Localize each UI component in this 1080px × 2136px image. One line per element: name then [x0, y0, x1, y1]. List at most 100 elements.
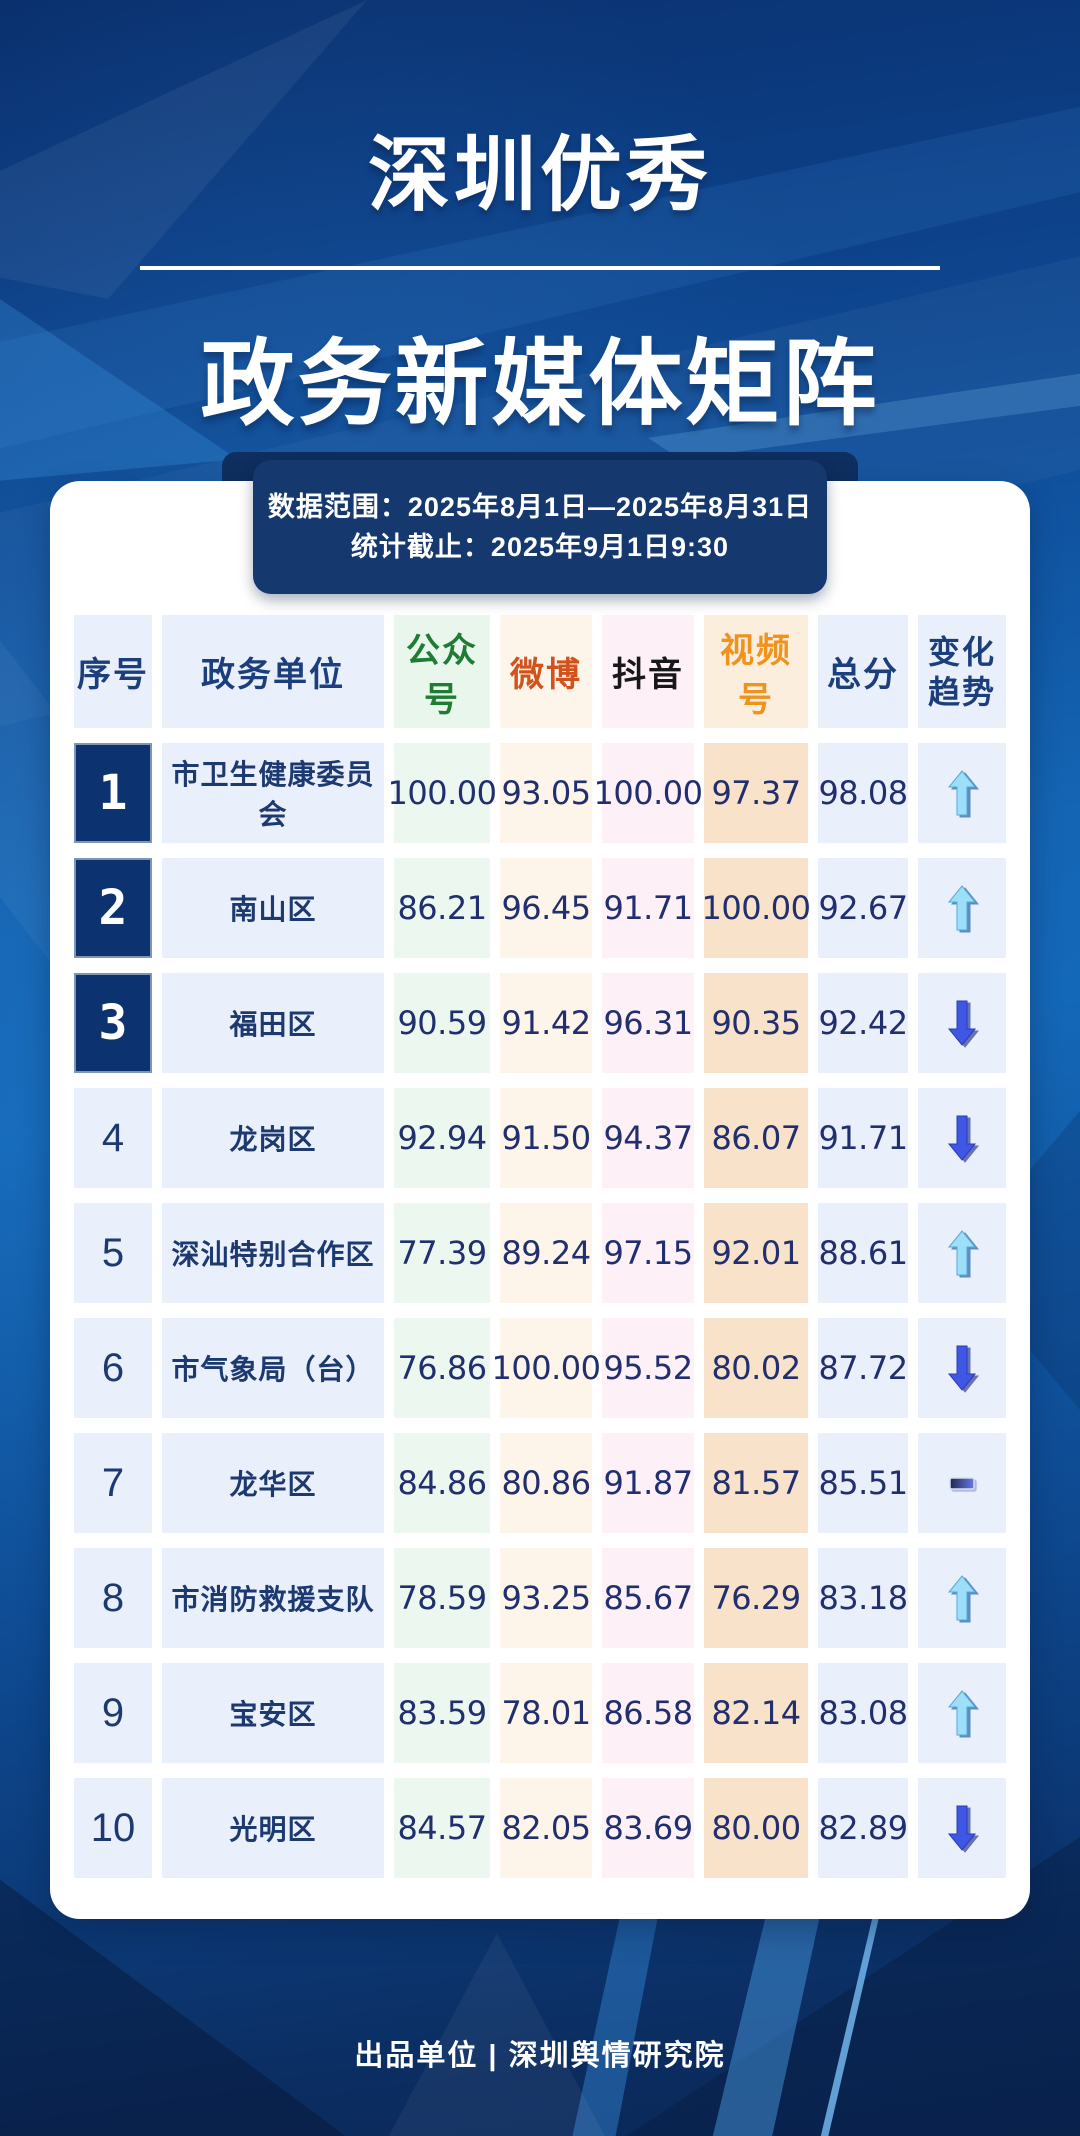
rank-cell: 6: [74, 1318, 152, 1418]
total-score: 92.67: [818, 858, 908, 958]
stats-cutoff-text: 统计截止：2025年9月1日9:30: [350, 532, 730, 562]
rank-cell: 1: [74, 743, 152, 843]
total-score: 98.08: [818, 743, 908, 843]
unit-cell: 龙华区: [162, 1433, 384, 1533]
douyin-score: 97.15: [602, 1203, 694, 1303]
unit-name: 龙岗区: [229, 1124, 317, 1155]
unit-cell: 福田区: [162, 973, 384, 1073]
rank-number: 9: [101, 1690, 125, 1735]
sph-score: 86.07: [704, 1088, 808, 1188]
total-score: 87.72: [818, 1318, 908, 1418]
rank-number: 1: [98, 765, 128, 821]
title-divider: [140, 266, 940, 270]
trend-flat-icon: [949, 1476, 975, 1490]
douyin-score: 96.31: [602, 973, 694, 1073]
rank-number: 5: [101, 1230, 125, 1275]
unit-name: 市消防救援支队: [171, 1584, 375, 1615]
ranking-table: 序号 政务单位 公众号 微博 抖音 视频号 总分 变化 趋势 1 市卫生健康委员…: [74, 615, 1006, 1878]
gzh-score: 84.57: [394, 1778, 490, 1878]
douyin-score: 94.37: [602, 1088, 694, 1188]
total-score: 92.42: [818, 973, 908, 1073]
total-score: 88.61: [818, 1203, 908, 1303]
unit-name: 南山区: [229, 894, 317, 925]
unit-cell: 南山区: [162, 858, 384, 958]
weibo-score: 100.00: [492, 1318, 601, 1418]
unit-cell: 深汕特别合作区: [162, 1203, 384, 1303]
sph-score: 90.35: [704, 973, 808, 1073]
total-score: 85.51: [818, 1433, 908, 1533]
weibo-score: 91.42: [500, 973, 592, 1073]
unit-cell: 宝安区: [162, 1663, 384, 1763]
trend-up-icon: [947, 1690, 977, 1736]
sph-score: 81.57: [704, 1433, 808, 1533]
header-unit: 政务单位: [162, 615, 384, 728]
trend-down-icon: [947, 1115, 977, 1161]
douyin-score: 95.52: [602, 1318, 694, 1418]
unit-cell: 市卫生健康委员会: [162, 743, 384, 843]
unit-cell: 光明区: [162, 1778, 384, 1878]
header-weibo: 微博: [500, 615, 592, 728]
unit-name: 宝安区: [229, 1699, 317, 1730]
weibo-score: 93.05: [500, 743, 592, 843]
gzh-score: 77.39: [394, 1203, 490, 1303]
rank-cell: 5: [74, 1203, 152, 1303]
sph-score: 80.02: [704, 1318, 808, 1418]
trend-cell: [918, 1548, 1006, 1648]
trend-down-icon: [947, 1000, 977, 1046]
rank-cell: 7: [74, 1433, 152, 1533]
rank-number: 7: [101, 1460, 125, 1505]
total-score: 83.08: [818, 1663, 908, 1763]
header-douyin: 抖音: [602, 615, 694, 728]
total-score: 82.89: [818, 1778, 908, 1878]
unit-cell: 市消防救援支队: [162, 1548, 384, 1648]
trend-cell: [918, 858, 1006, 958]
rank-cell: 2: [74, 858, 152, 958]
douyin-score: 91.87: [602, 1433, 694, 1533]
trend-cell: [918, 1663, 1006, 1763]
total-score: 83.18: [818, 1548, 908, 1648]
rank-number: 10: [90, 1805, 136, 1850]
total-score: 91.71: [818, 1088, 908, 1188]
weibo-score: 96.45: [500, 858, 592, 958]
trend-up-icon: [947, 770, 977, 816]
unit-name: 福田区: [229, 1009, 317, 1040]
douyin-score: 85.67: [602, 1548, 694, 1648]
weibo-score: 93.25: [500, 1548, 592, 1648]
footer-credit: 出品单位 | 深圳舆情研究院: [354, 2040, 726, 2072]
douyin-score: 91.71: [602, 858, 694, 958]
sph-score: 80.00: [704, 1778, 808, 1878]
trend-down-icon: [947, 1805, 977, 1851]
sph-score: 100.00: [702, 858, 811, 958]
unit-name: 市卫生健康委员会: [171, 759, 375, 830]
gzh-score: 92.94: [394, 1088, 490, 1188]
gzh-score: 90.59: [394, 973, 490, 1073]
weibo-score: 78.01: [500, 1663, 592, 1763]
unit-name: 光明区: [229, 1814, 317, 1845]
weibo-score: 89.24: [500, 1203, 592, 1303]
rank-number: 6: [101, 1345, 125, 1390]
trend-cell: [918, 1203, 1006, 1303]
header-total: 总分: [818, 615, 908, 728]
sph-score: 92.01: [704, 1203, 808, 1303]
gzh-score: 76.86: [394, 1318, 490, 1418]
trend-up-icon: [947, 1575, 977, 1621]
rank-cell: 3: [74, 973, 152, 1073]
unit-cell: 市气象局（台）: [162, 1318, 384, 1418]
weibo-score: 82.05: [500, 1778, 592, 1878]
page-title-line-1: 深圳优秀: [367, 130, 712, 221]
header-shipinhao: 视频号: [704, 615, 808, 728]
stats-card: 序号 政务单位 公众号 微博 抖音 视频号 总分 变化 趋势 1 市卫生健康委员…: [50, 481, 1030, 1919]
rank-number: 3: [98, 995, 128, 1051]
douyin-score: 86.58: [602, 1663, 694, 1763]
sph-score: 76.29: [704, 1548, 808, 1648]
sph-score: 82.14: [704, 1663, 808, 1763]
rank-number: 2: [98, 880, 128, 936]
unit-name: 龙华区: [229, 1469, 317, 1500]
header-rank: 序号: [74, 615, 152, 728]
trend-up-icon: [947, 885, 977, 931]
trend-down-icon: [947, 1345, 977, 1391]
unit-name: 深汕特别合作区: [171, 1239, 375, 1270]
rank-number: 8: [101, 1575, 125, 1620]
rank-cell: 4: [74, 1088, 152, 1188]
douyin-score: 100.00: [594, 743, 703, 843]
